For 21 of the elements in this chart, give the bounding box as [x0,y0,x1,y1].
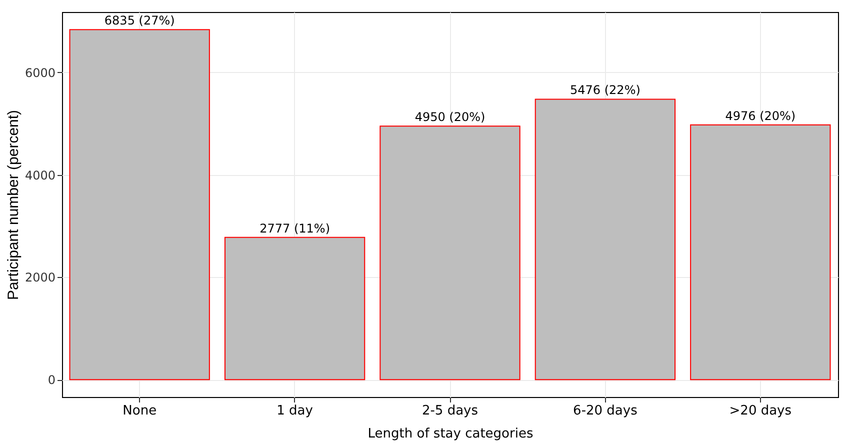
bar [380,126,520,380]
y-tick-label: 6000 [24,66,56,80]
y-tick-label: 2000 [24,270,56,285]
x-tick-label: 2-5 days [422,404,478,418]
x-tick-label: 6-20 days [573,404,638,418]
x-tick-label: >20 days [729,404,792,418]
bar [690,124,831,380]
y-axis-title: Participant number (percent) [4,110,22,300]
x-axis-title: Length of stay categories [368,426,534,442]
data-label: 4976 (20%) [725,108,796,123]
x-tick-label: None [122,404,157,418]
bar [534,98,676,380]
data-label: 4950 (20%) [414,110,486,124]
x-tick-label: 1 day [276,404,314,418]
bar [224,236,366,380]
data-label: 5476 (22%) [570,83,640,98]
y-tick-label: 0 [48,373,56,388]
data-label: 2777 (11%) [260,221,330,236]
y-tick-label: 4000 [24,168,56,182]
data-label: 6835 (27%) [104,14,175,28]
bar [69,29,210,380]
